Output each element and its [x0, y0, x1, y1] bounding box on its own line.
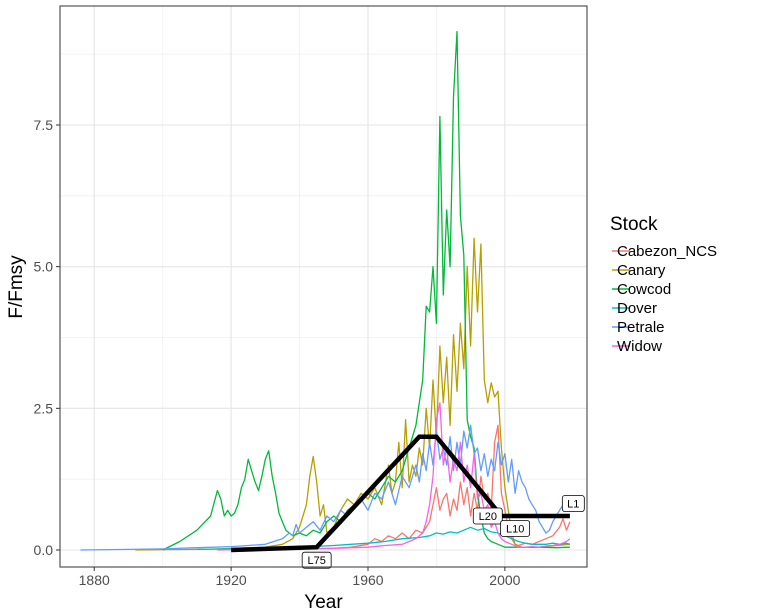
annotation-box — [472, 507, 503, 525]
annotation-box — [301, 551, 332, 569]
annotation-l1: L1 — [561, 495, 585, 512]
annotation-l75: L75 — [301, 551, 332, 569]
annotation-l10: L10 — [500, 520, 531, 537]
annotation-l20: L20 — [472, 507, 503, 525]
panel-border — [59, 5, 588, 568]
x-tick-label: 2000 — [489, 572, 520, 588]
legend: Stock Cabezon_NCS Canary Cowcod Dover Petral… — [610, 214, 717, 355]
x-tick-label: 1960 — [352, 572, 383, 588]
annotation-label: L1 — [567, 499, 579, 511]
x-axis-title: Year — [304, 592, 343, 613]
annotation-box — [561, 495, 585, 512]
x-tick-label: 1920 — [216, 572, 247, 588]
y-tick-label: 5.0 — [34, 259, 54, 275]
y-axis-title: F/Fmsy — [6, 255, 27, 319]
annotations-group: L75 L20 L10 L1 — [301, 495, 585, 569]
legend-label-cabezon_ncs: Cabezon_NCS — [617, 243, 717, 260]
y-tick-label: 2.5 — [34, 400, 54, 416]
reference-line — [231, 434, 570, 553]
series-line-canary — [135, 237, 570, 551]
legend-label-canary: Canary — [617, 262, 666, 279]
annotation-label: L20 — [479, 511, 497, 523]
panel-background — [60, 6, 587, 567]
axes: 1880 1920 1960 2000 0.0 2.5 5.0 7.5 — [34, 117, 521, 588]
legend-label-petrale: Petrale — [617, 319, 665, 336]
y-tick-label: 7.5 — [34, 117, 54, 133]
reference-line-group — [231, 434, 570, 553]
annotation-label: L75 — [307, 555, 325, 567]
legend-label-dover: Dover — [617, 300, 657, 317]
x-tick-label: 1880 — [79, 572, 110, 588]
y-tick-label: 0.0 — [34, 542, 54, 558]
legend-label-cowcod: Cowcod — [617, 281, 671, 298]
legend-title: Stock — [610, 214, 658, 235]
series-line-dover — [196, 526, 571, 551]
legend-label-widow: Widow — [617, 338, 662, 355]
annotation-box — [500, 520, 531, 537]
annotation-label: L10 — [506, 523, 524, 535]
